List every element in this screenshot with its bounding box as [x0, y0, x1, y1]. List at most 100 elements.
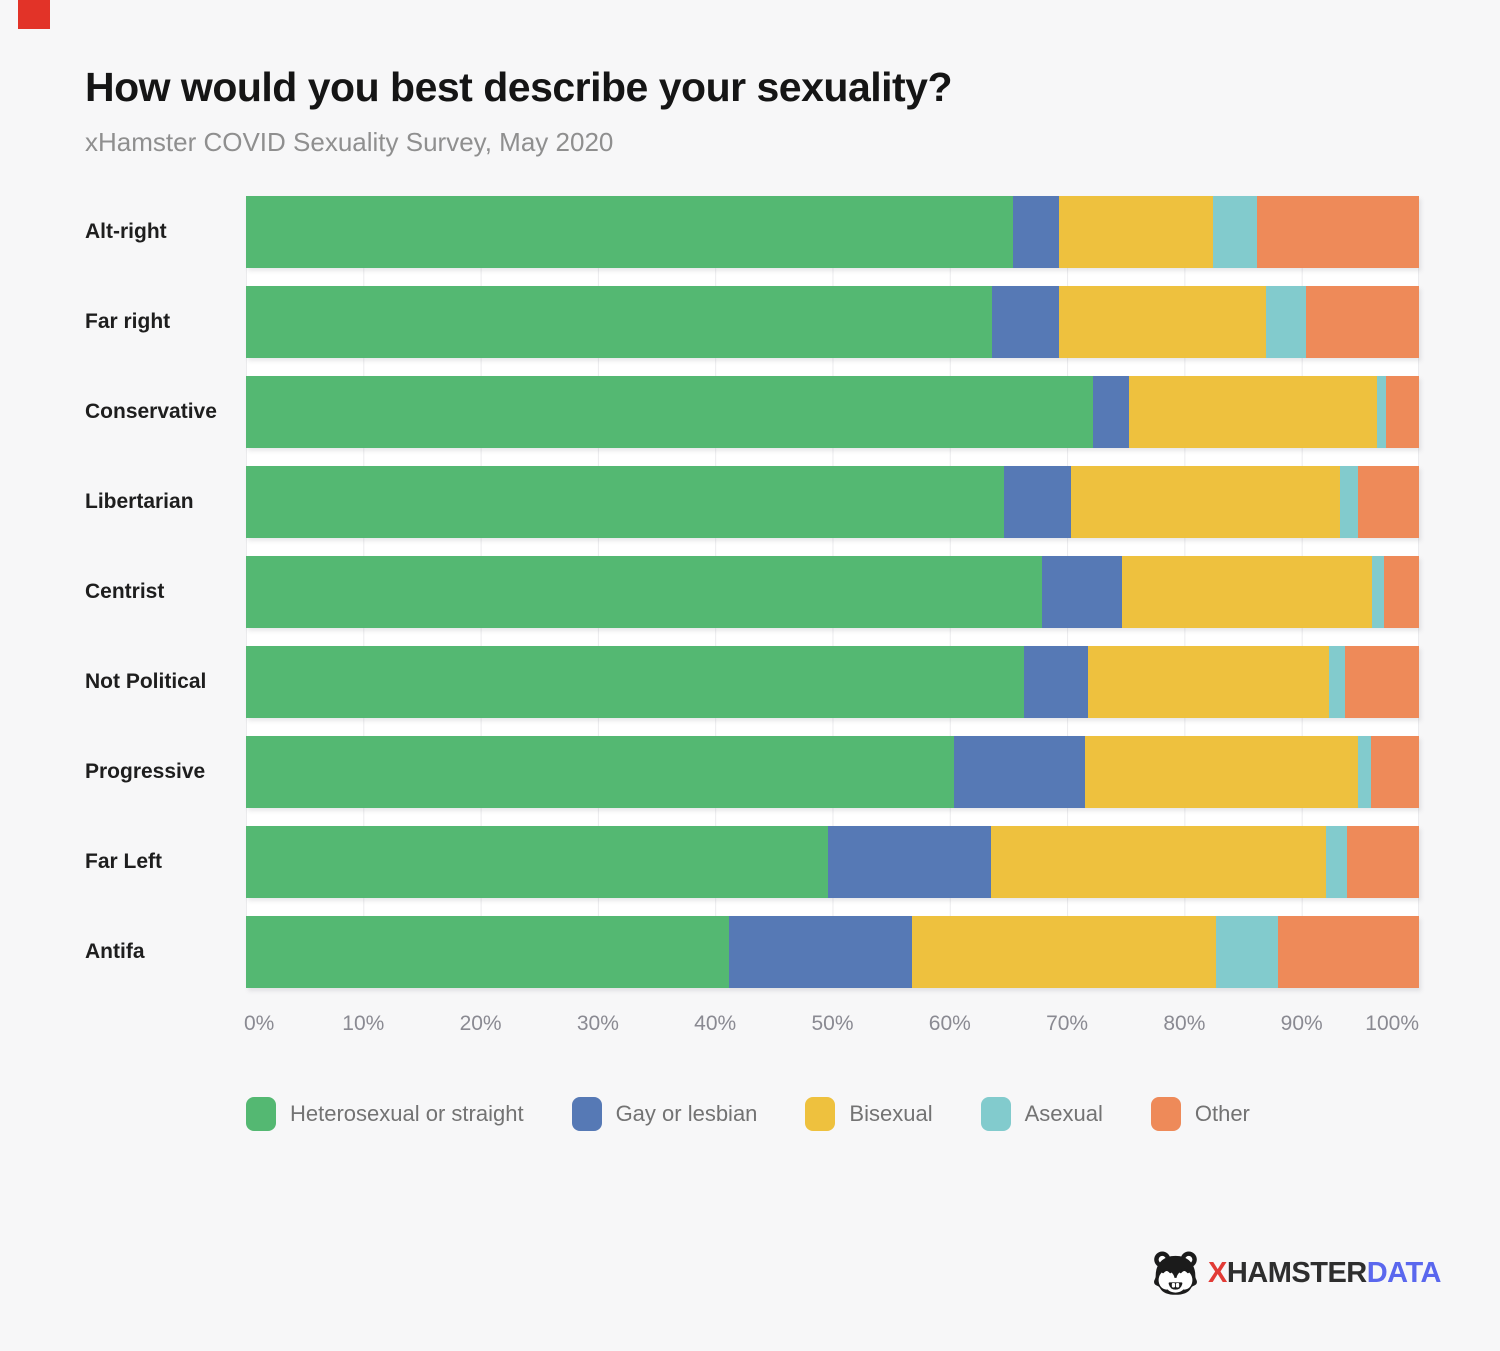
bar-segment — [1383, 556, 1419, 628]
plot-area — [246, 196, 1419, 988]
bar-segment — [1306, 286, 1419, 358]
legend-label: Bisexual — [849, 1101, 933, 1126]
x-axis-tick-label: 60% — [928, 1012, 971, 1035]
bar-segment — [1257, 196, 1419, 268]
bar-segment — [1340, 466, 1358, 538]
bar-row-not-political — [246, 646, 1419, 718]
bar-segment — [1023, 646, 1089, 718]
logo-x: X — [1208, 1256, 1227, 1289]
bar-row-far-left — [246, 826, 1419, 898]
bar-segment — [954, 736, 1085, 808]
category-label: Progressive — [85, 760, 206, 783]
bar-segment — [1266, 286, 1307, 358]
x-axis-tick-label: 50% — [811, 1012, 854, 1035]
category-label: Alt-right — [85, 220, 167, 243]
bar-segment — [992, 286, 1059, 358]
page-title: How would you best describe your sexuali… — [85, 64, 953, 110]
legend-item: Bisexual — [805, 1097, 933, 1131]
bar-segment — [1084, 736, 1358, 808]
category-label: Not Political — [85, 670, 207, 693]
bar-segment — [246, 466, 1004, 538]
logo-data: DATA — [1366, 1256, 1442, 1289]
bar-row-far-right — [246, 286, 1419, 358]
logo-wordmark: XHAMSTERDATA — [1208, 1257, 1441, 1290]
category-label: Libertarian — [85, 490, 194, 513]
category-label: Centrist — [85, 580, 165, 603]
bar-segment — [246, 196, 1014, 268]
x-axis-tick-label: 0% — [244, 1012, 275, 1035]
bar-segment — [1088, 646, 1329, 718]
bar-row-conservative — [246, 376, 1419, 448]
bar-segment — [1212, 196, 1258, 268]
brand-logo: XHAMSTERDATA — [1152, 1247, 1441, 1299]
bar-segment — [1278, 916, 1419, 988]
legend-swatch — [246, 1097, 276, 1131]
x-axis-tick-label: 70% — [1046, 1012, 1089, 1035]
category-label: Antifa — [85, 940, 145, 963]
bar-segment — [246, 376, 1093, 448]
chart-legend: Heterosexual or straight Gay or lesbian Bi… — [246, 1097, 1250, 1131]
legend-swatch — [805, 1097, 836, 1131]
logo-hamster: HAMSTER — [1226, 1256, 1367, 1289]
bar-segment — [1372, 556, 1384, 628]
bar-segment — [1357, 736, 1371, 808]
bar-segment — [1042, 556, 1123, 628]
bar-row-antifa — [246, 916, 1419, 988]
bar-segment — [246, 646, 1024, 718]
legend-swatch — [980, 1097, 1011, 1131]
legend-swatch — [1150, 1097, 1181, 1131]
bar-segment — [1376, 376, 1387, 448]
page-subtitle: xHamster COVID Sexuality Survey, May 202… — [85, 127, 614, 157]
bar-segment — [1326, 826, 1348, 898]
bar-row-centrist — [246, 556, 1419, 628]
bar-row-libertarian — [246, 466, 1419, 538]
x-axis-tick-label: 100% — [1365, 1012, 1419, 1035]
bar-segment — [827, 826, 991, 898]
corner-red-mark — [18, 0, 50, 29]
legend-item: Gay or lesbian — [571, 1097, 758, 1131]
bar-segment — [1216, 916, 1279, 988]
bar-segment — [246, 556, 1043, 628]
bar-segment — [1122, 556, 1373, 628]
hamster-icon — [1154, 1250, 1197, 1295]
x-axis-tick-label: 40% — [694, 1012, 737, 1035]
category-label: Far right — [85, 310, 171, 333]
bar-segment — [1092, 376, 1130, 448]
legend-item: Asexual — [980, 1097, 1103, 1131]
bar-segment — [1003, 466, 1071, 538]
bar-segment — [246, 916, 730, 988]
legend-label: Asexual — [1024, 1101, 1103, 1126]
bar-row-alt-right — [246, 196, 1419, 268]
bar-segment — [1357, 466, 1419, 538]
bar-segment — [912, 916, 1217, 988]
x-axis-tick-label: 10% — [342, 1012, 385, 1035]
bar-segment — [1058, 196, 1213, 268]
bar-segment — [1013, 196, 1059, 268]
x-axis-tick-label: 20% — [459, 1012, 502, 1035]
legend-label: Gay or lesbian — [615, 1101, 758, 1126]
x-axis-tick-label: 80% — [1163, 1012, 1206, 1035]
bar-segment — [246, 286, 993, 358]
bar-row-progressive — [246, 736, 1419, 808]
bar-segment — [246, 736, 955, 808]
x-axis-tick-label: 90% — [1280, 1012, 1323, 1035]
legend-swatch — [571, 1097, 602, 1131]
category-label: Far Left — [85, 850, 163, 873]
legend-item: Heterosexual or straight — [246, 1097, 524, 1131]
legend-label: Other — [1194, 1101, 1250, 1126]
bar-segment — [1328, 646, 1346, 718]
bar-segment — [1347, 826, 1419, 898]
bar-segment — [1370, 736, 1419, 808]
legend-label: Heterosexual or straight — [290, 1101, 524, 1126]
bar-segment — [990, 826, 1327, 898]
x-axis: 0% 10% 20% 30% 40% 50% 60% 70% 80% 90% 100% — [244, 1012, 1419, 1044]
bar-segment — [1345, 646, 1419, 718]
category-label: Conservative — [85, 400, 217, 423]
bar-segment — [1386, 376, 1419, 448]
bar-segment — [246, 826, 828, 898]
bar-segment — [1070, 466, 1341, 538]
legend-item: Other — [1150, 1097, 1250, 1131]
x-axis-tick-label: 30% — [576, 1012, 619, 1035]
bar-segment — [729, 916, 913, 988]
